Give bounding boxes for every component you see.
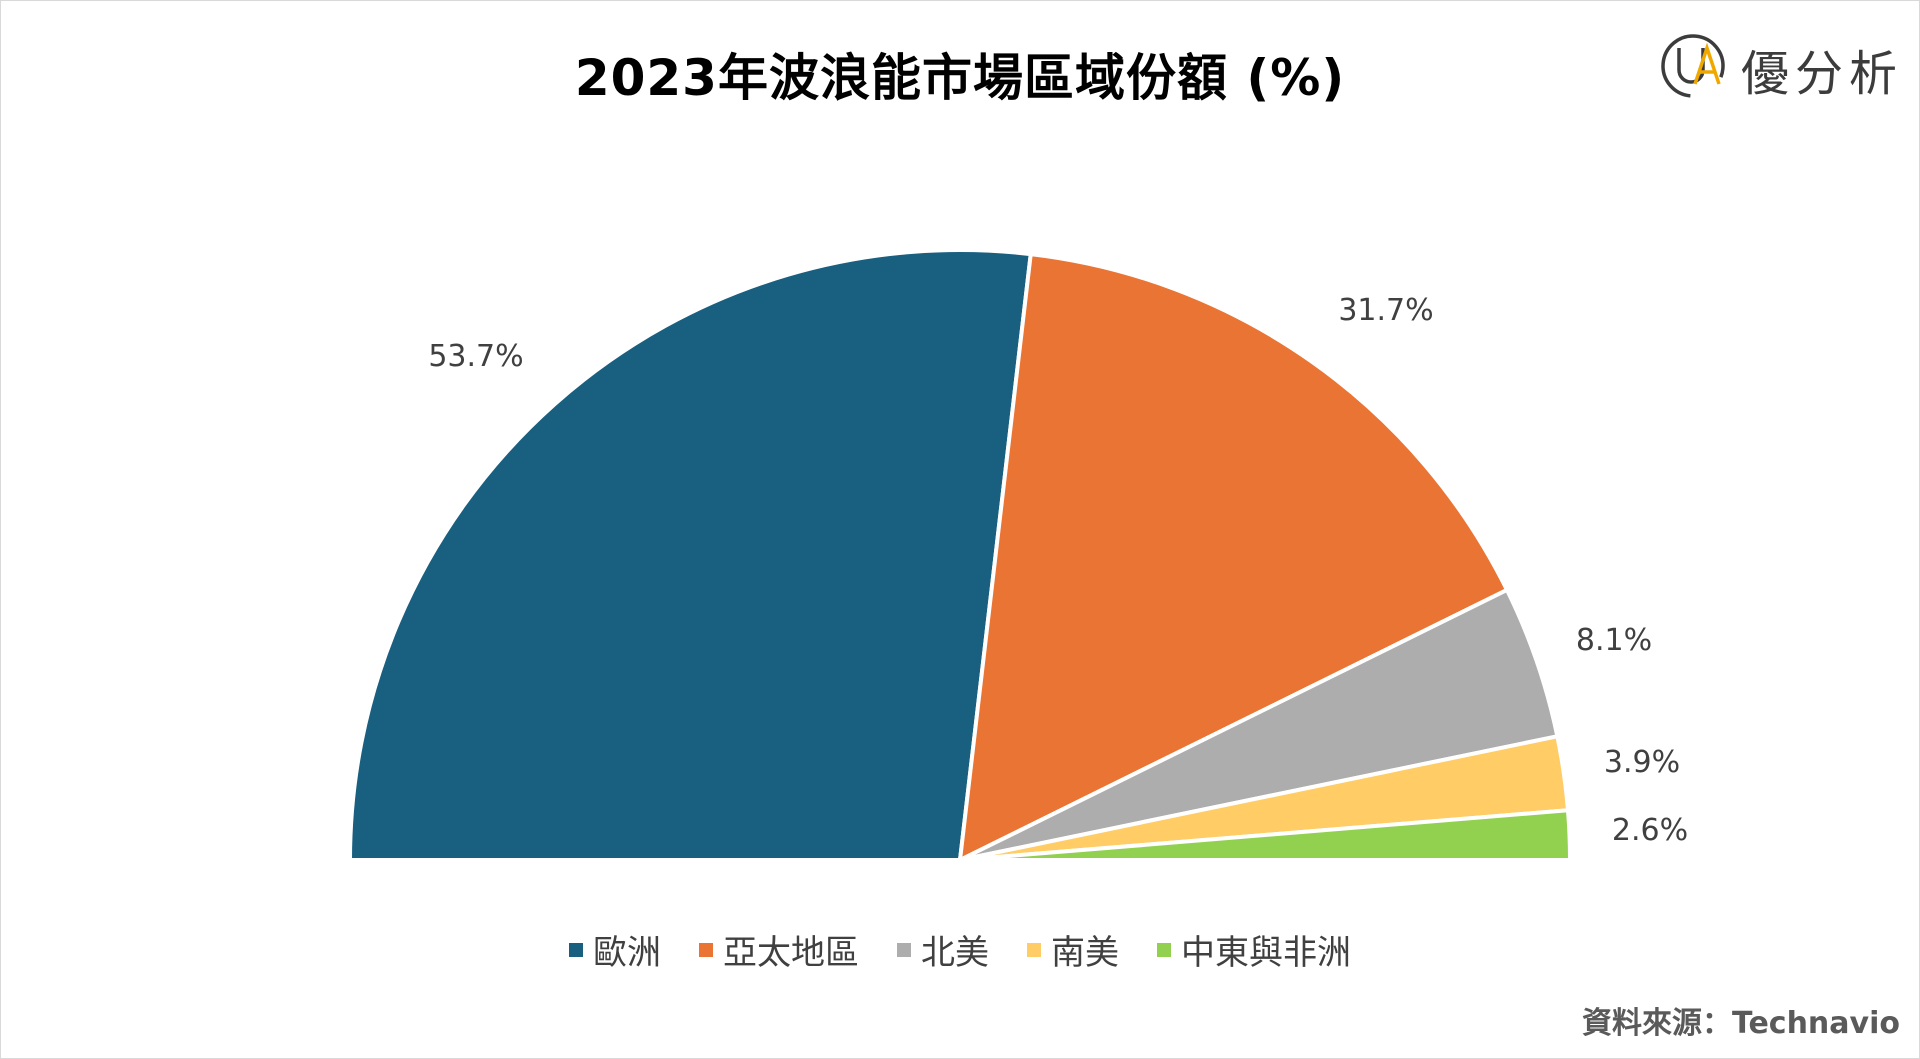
legend-swatch xyxy=(897,942,911,957)
data-label-2: 31.7% xyxy=(1338,293,1433,328)
ua-logo-icon xyxy=(1661,34,1725,98)
data-label-3: 8.1% xyxy=(1576,623,1652,658)
data-label-4: 3.9% xyxy=(1604,745,1680,780)
legend-label: 歐洲 xyxy=(593,933,661,973)
logo-text: 優分析 xyxy=(1741,46,1904,102)
pie-slice-5 xyxy=(958,808,1573,862)
legend-label: 南美 xyxy=(1051,933,1119,973)
source-note: 資料來源：Technavio xyxy=(1581,1006,1900,1041)
pie-slice-2 xyxy=(958,252,1509,862)
legend: 歐洲 亞太地區 北美 南美 中東與非洲 xyxy=(0,925,1920,974)
brand-logo: 優分析 xyxy=(1655,26,1897,106)
legend-item-1: 歐洲 xyxy=(569,925,661,974)
legend-swatch xyxy=(569,942,583,957)
data-label-1: 53.7% xyxy=(428,339,523,374)
legend-item-4: 南美 xyxy=(1027,925,1119,974)
legend-swatch xyxy=(1157,942,1171,957)
data-label-5: 2.6% xyxy=(1612,813,1688,848)
legend-item-2: 亞太地區 xyxy=(699,925,859,974)
legend-swatch xyxy=(1027,942,1041,957)
legend-label: 亞太地區 xyxy=(723,933,859,973)
legend-swatch xyxy=(699,942,713,957)
legend-item-3: 北美 xyxy=(897,925,989,974)
legend-item-5: 中東與非洲 xyxy=(1157,925,1351,974)
legend-label: 中東與非洲 xyxy=(1181,933,1351,973)
chart-title: 2023年波浪能市場區域份額 (%) xyxy=(574,49,1346,107)
legend-label: 北美 xyxy=(921,933,989,973)
pie-slice-1 xyxy=(348,248,1033,862)
